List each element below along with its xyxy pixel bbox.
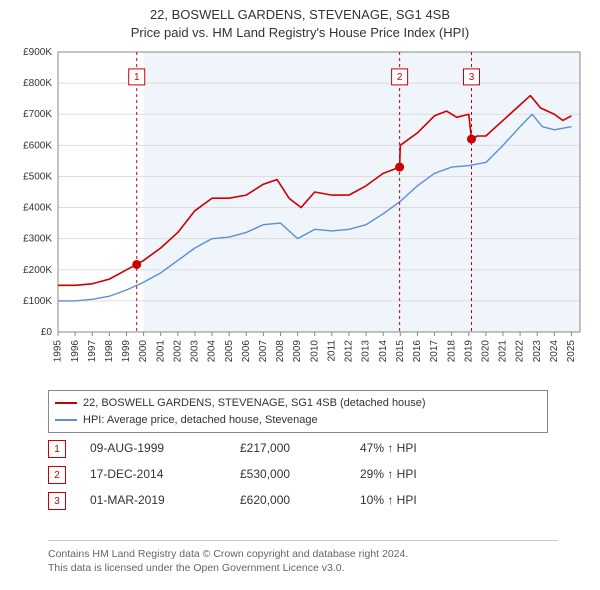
sale-price: £620,000: [240, 493, 360, 509]
svg-text:1997: 1997: [87, 340, 98, 363]
sale-index-box: 3: [48, 492, 66, 510]
svg-text:2023: 2023: [532, 340, 543, 363]
svg-text:2016: 2016: [412, 340, 423, 363]
svg-text:2018: 2018: [446, 340, 457, 363]
attribution-footer: Contains HM Land Registry data © Crown c…: [48, 540, 558, 575]
sale-date: 17-DEC-2014: [90, 467, 240, 483]
svg-text:2004: 2004: [207, 340, 218, 363]
svg-text:2009: 2009: [292, 340, 303, 363]
svg-text:£0: £0: [41, 327, 53, 338]
chart-svg: £0 £100K £200K £300K £400K £500K £600K £700K £80…: [10, 46, 590, 386]
svg-text:2020: 2020: [481, 340, 492, 363]
svg-text:2006: 2006: [241, 340, 252, 363]
svg-text:£500K: £500K: [23, 171, 52, 182]
sales-list: 1 09-AUG-1999£217,00047% ↑ HPI 2 17-DEC-201…: [48, 432, 548, 518]
title-line-1: 22, BOSWELL GARDENS, STEVENAGE, SG1 4SB: [0, 6, 600, 24]
footer-line-2: This data is licensed under the Open Gov…: [48, 561, 558, 575]
title-line-2: Price paid vs. HM Land Registry's House …: [0, 24, 600, 42]
chart-title-block: 22, BOSWELL GARDENS, STEVENAGE, SG1 4SB …: [0, 0, 600, 41]
sale-row: 2 17-DEC-2014£530,00029% ↑ HPI: [48, 466, 548, 484]
legend-swatch: [55, 419, 77, 421]
price-chart: £0 £100K £200K £300K £400K £500K £600K £700K £80…: [10, 46, 590, 386]
svg-text:£100K: £100K: [23, 296, 52, 307]
svg-text:1999: 1999: [121, 340, 132, 363]
svg-text:2019: 2019: [463, 340, 474, 363]
legend: 22, BOSWELL GARDENS, STEVENAGE, SG1 4SB …: [48, 390, 548, 433]
svg-text:1996: 1996: [70, 340, 81, 363]
sale-index-box: 1: [48, 440, 66, 458]
svg-text:2008: 2008: [275, 340, 286, 363]
svg-text:£200K: £200K: [23, 265, 52, 276]
svg-text:1995: 1995: [53, 340, 64, 363]
legend-row: HPI: Average price, detached house, Stev…: [55, 412, 541, 429]
sale-price: £530,000: [240, 467, 360, 483]
sale-date: 01-MAR-2019: [90, 493, 240, 509]
legend-label: HPI: Average price, detached house, Stev…: [83, 412, 318, 429]
svg-text:2007: 2007: [258, 340, 269, 363]
svg-text:2003: 2003: [190, 340, 201, 363]
legend-row: 22, BOSWELL GARDENS, STEVENAGE, SG1 4SB …: [55, 395, 541, 412]
sale-row: 3 01-MAR-2019£620,00010% ↑ HPI: [48, 492, 548, 510]
svg-text:2002: 2002: [172, 340, 183, 363]
legend-label: 22, BOSWELL GARDENS, STEVENAGE, SG1 4SB …: [83, 395, 426, 412]
svg-text:2011: 2011: [326, 340, 337, 362]
svg-text:£400K: £400K: [23, 203, 52, 214]
svg-text:2001: 2001: [155, 340, 166, 363]
svg-text:£600K: £600K: [23, 140, 52, 151]
legend-swatch: [55, 402, 77, 404]
svg-text:2022: 2022: [515, 340, 526, 363]
svg-text:2005: 2005: [224, 340, 235, 363]
svg-text:2010: 2010: [309, 340, 320, 363]
svg-text:2025: 2025: [566, 340, 577, 363]
svg-text:2017: 2017: [429, 340, 440, 363]
footer-line-1: Contains HM Land Registry data © Crown c…: [48, 547, 558, 561]
svg-text:2024: 2024: [549, 340, 560, 363]
svg-text:1998: 1998: [104, 340, 115, 363]
sale-vs-hpi: 10% ↑ HPI: [360, 493, 417, 509]
svg-text:£900K: £900K: [23, 47, 52, 58]
svg-text:£700K: £700K: [23, 109, 52, 120]
svg-text:1: 1: [134, 72, 140, 83]
svg-text:2012: 2012: [344, 340, 355, 363]
svg-text:2014: 2014: [378, 340, 389, 363]
svg-text:£300K: £300K: [23, 234, 52, 245]
sale-vs-hpi: 29% ↑ HPI: [360, 467, 417, 483]
svg-text:2015: 2015: [395, 340, 406, 363]
sale-row: 1 09-AUG-1999£217,00047% ↑ HPI: [48, 440, 548, 458]
svg-text:3: 3: [469, 72, 475, 83]
sale-date: 09-AUG-1999: [90, 441, 240, 457]
svg-text:£800K: £800K: [23, 78, 52, 89]
svg-text:2000: 2000: [138, 340, 149, 363]
svg-text:2013: 2013: [361, 340, 372, 363]
sale-index-box: 2: [48, 466, 66, 484]
svg-text:2021: 2021: [498, 340, 509, 363]
sale-price: £217,000: [240, 441, 360, 457]
sale-vs-hpi: 47% ↑ HPI: [360, 441, 417, 457]
svg-text:2: 2: [397, 72, 403, 83]
